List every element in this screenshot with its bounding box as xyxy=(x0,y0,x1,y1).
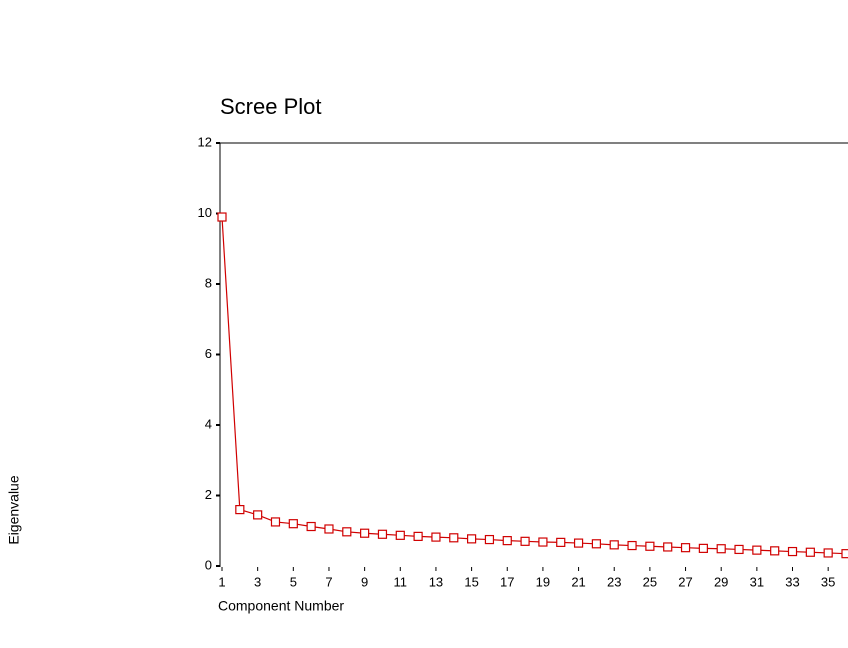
data-point xyxy=(377,529,388,539)
y-tick-label: 2 xyxy=(205,487,212,502)
data-point xyxy=(253,510,263,520)
data-point xyxy=(360,528,370,538)
x-tick-label: 15 xyxy=(464,574,478,589)
data-point xyxy=(627,540,637,551)
data-point xyxy=(645,541,655,551)
x-tick-label: 7 xyxy=(325,574,332,589)
y-tick-label: 6 xyxy=(205,346,212,361)
data-point xyxy=(609,540,619,550)
data-point xyxy=(787,546,798,557)
y-tick-label: 0 xyxy=(205,557,212,572)
data-point xyxy=(235,505,245,515)
data-point xyxy=(805,547,815,557)
data-point xyxy=(734,544,744,555)
y-tick-label: 12 xyxy=(198,134,212,149)
x-tick-label: 1 xyxy=(218,574,225,589)
data-point xyxy=(306,521,316,532)
x-tick-label: 29 xyxy=(714,574,728,589)
x-tick-label: 33 xyxy=(785,574,799,589)
x-tick-label: 17 xyxy=(500,574,514,589)
x-tick-label: 25 xyxy=(643,574,657,589)
y-tick-label: 4 xyxy=(205,416,212,431)
data-point xyxy=(467,534,477,544)
data-point xyxy=(449,533,459,543)
x-tick-label: 13 xyxy=(429,574,443,589)
data-point xyxy=(484,534,495,545)
x-tick-label: 21 xyxy=(571,574,585,589)
x-tick-label: 11 xyxy=(394,574,408,589)
data-point xyxy=(538,537,548,547)
data-point xyxy=(663,542,673,552)
data-point xyxy=(680,543,691,553)
data-line xyxy=(221,216,847,555)
chart-title: Scree Plot xyxy=(220,94,322,119)
y-tick-label: 10 xyxy=(198,205,212,220)
data-point xyxy=(556,537,566,547)
x-tick-label: 35 xyxy=(821,574,835,589)
x-tick-label: 31 xyxy=(750,574,764,589)
data-point xyxy=(770,546,780,556)
data-point xyxy=(716,544,726,554)
x-tick-label: 3 xyxy=(254,574,261,589)
data-point xyxy=(395,530,405,540)
x-tick-label: 9 xyxy=(361,574,368,589)
data-point xyxy=(288,519,298,529)
x-tick-label: 19 xyxy=(536,574,550,589)
data-point xyxy=(413,531,423,541)
data-point xyxy=(573,538,584,548)
data-point xyxy=(502,536,512,546)
y-axis-label: Eigenvalue xyxy=(6,475,22,544)
data-point xyxy=(823,548,833,558)
x-axis-label: Component Number xyxy=(218,598,344,614)
data-point xyxy=(752,545,762,555)
data-point xyxy=(324,524,334,534)
data-point xyxy=(520,536,530,546)
data-point xyxy=(217,212,227,222)
data-point xyxy=(698,543,708,553)
y-tick-label: 8 xyxy=(205,275,212,290)
data-point xyxy=(431,532,441,542)
x-tick-label: 27 xyxy=(678,574,692,589)
x-tick-label: 5 xyxy=(290,574,297,589)
data-point xyxy=(270,517,281,527)
data-point xyxy=(841,549,848,559)
data-point xyxy=(342,527,352,537)
data-point xyxy=(591,539,602,549)
x-tick-label: 23 xyxy=(607,574,621,589)
